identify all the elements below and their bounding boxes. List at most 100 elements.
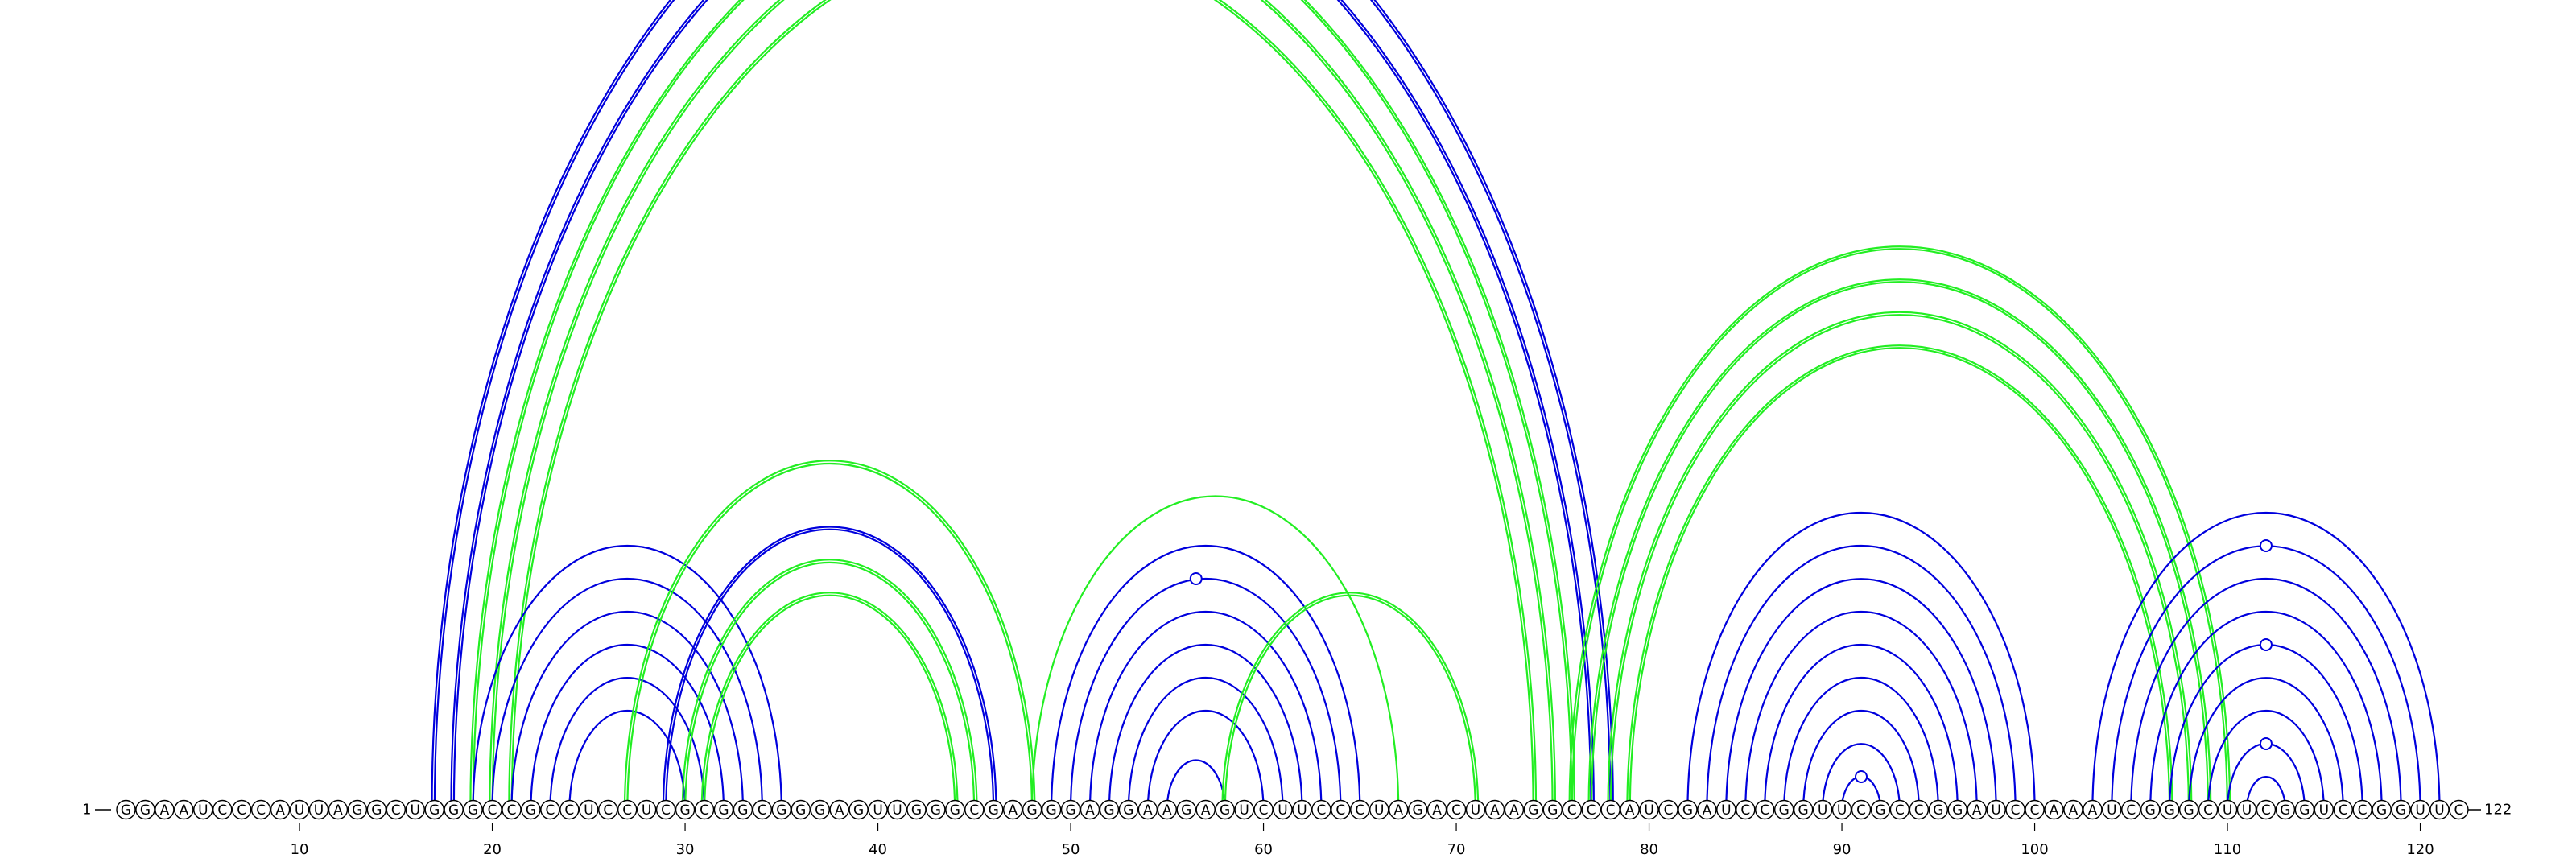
nucleotide-circle [1002, 799, 1023, 820]
base-pair-arc [489, 0, 1557, 811]
nucleotide-letter: C [256, 802, 266, 819]
nucleotide: G [675, 799, 696, 820]
nucleotide-letter: U [2223, 802, 2232, 819]
nucleotide-letter: G [815, 802, 825, 819]
nucleotide-letter: A [1509, 802, 1519, 819]
nucleotide-letter: G [1682, 802, 1693, 819]
nucleotide: C [1311, 799, 1331, 820]
nucleotide: G [116, 799, 136, 820]
nucleotide-letter: A [1085, 802, 1095, 819]
nucleotide-letter: G [2280, 802, 2290, 819]
nucleotide: U [405, 799, 425, 820]
base-pair-arc [1744, 610, 1978, 811]
nucleotide: C [1562, 799, 1582, 820]
nucleotide: U [1369, 799, 1389, 820]
nucleotide-letter: C [700, 802, 709, 819]
nucleotide-letter: U [1991, 802, 2000, 819]
base-pair-arc [700, 592, 959, 811]
nucleotide-circle [444, 799, 464, 820]
base-pair-arc-inner [452, 0, 1592, 811]
nucleotide: C [1909, 799, 1930, 820]
nucleotide: C [1253, 799, 1274, 820]
nucleotide-circle [308, 799, 329, 820]
nucleotide-circle [810, 799, 830, 820]
nucleotide-letter: G [526, 802, 536, 819]
base-pair-arc [1166, 759, 1226, 811]
nucleotide-circle [1060, 799, 1081, 820]
nucleotide-letter: C [545, 802, 555, 819]
nucleotide-letter: G [1798, 802, 1809, 819]
nucleotide-letter: C [2454, 802, 2464, 819]
nucleotide-circle [270, 799, 291, 820]
nucleotide: C [2005, 799, 2025, 820]
nucleotide: U [1292, 799, 1312, 820]
nucleotide-circle [386, 799, 406, 820]
nucleotide: U [1465, 799, 1486, 820]
nucleotide-letter: C [1567, 802, 1577, 819]
nucleotide-circle [559, 799, 580, 820]
base-pair-arc [1221, 592, 1480, 811]
nucleotide-letter: G [121, 802, 131, 819]
nucleotide: G [771, 799, 791, 820]
nucleotide-letter: U [1644, 802, 1653, 819]
nucleotide-letter: U [2242, 802, 2252, 819]
nucleotide: U [1986, 799, 2006, 820]
nucleotide: C [232, 799, 252, 820]
nucleotide-letter: A [1393, 802, 1403, 819]
nucleotide-circle [906, 799, 927, 820]
nucleotide: A [1504, 799, 1525, 820]
nucleotide-letter: A [1143, 802, 1153, 819]
nucleotide: A [174, 799, 194, 820]
nucleotide-circle [1581, 799, 1601, 820]
nucleotide-circle [655, 799, 676, 820]
nucleotide: C [2198, 799, 2219, 820]
nucleotide-circle [502, 799, 522, 820]
nucleotide: C [694, 799, 715, 820]
nucleotide-circle [1812, 799, 1833, 820]
nucleotide-letter: G [140, 802, 151, 819]
nucleotide: A [270, 799, 291, 820]
nucleotide: A [1080, 799, 1100, 820]
nucleotide-circle [1716, 799, 1736, 820]
nucleotide-letter: G [2299, 802, 2310, 819]
nucleotide-letter: G [950, 802, 960, 819]
position-tick-label: 90 [1833, 841, 1852, 858]
nucleotide-circle [1465, 799, 1486, 820]
nucleotide-letter: A [2050, 802, 2059, 819]
nucleotide: G [1793, 799, 1814, 820]
nucleotide-letter: G [2184, 802, 2194, 819]
nucleotide-circle [174, 799, 194, 820]
nucleotide: C [559, 799, 580, 820]
base-pair-arc-outer [662, 526, 997, 811]
nucleotide-letter: G [1220, 802, 1230, 819]
base-pair-arc-outer [450, 0, 1595, 811]
nucleotide: C [1446, 799, 1467, 820]
nucleotide: C [1350, 799, 1370, 820]
nucleotide-circle [1292, 799, 1312, 820]
loop-marker [2259, 737, 2273, 750]
base-pair-arc [1127, 676, 1284, 811]
nucleotide-letter: G [448, 802, 459, 819]
nucleotide-circle [2333, 799, 2353, 820]
nucleotide: C [655, 799, 676, 820]
nucleotide-letter: G [1104, 802, 1114, 819]
nucleotide-circle [1099, 799, 1120, 820]
base-pair-arc [1069, 577, 1342, 811]
nucleotide-circle [232, 799, 252, 820]
base-pair-arc-inner [510, 0, 1534, 811]
base-pair-arc [1051, 544, 1361, 811]
nucleotide: A [2083, 799, 2103, 820]
nucleotide: C [617, 799, 638, 820]
nucleotide: U [2314, 799, 2334, 820]
nucleotide-letter: A [1703, 802, 1712, 819]
nucleotide: A [1426, 799, 1447, 820]
nucleotide: A [2063, 799, 2083, 820]
nucleotide-circle [1350, 799, 1370, 820]
nucleotide: U [2102, 799, 2122, 820]
nucleotide: U [868, 799, 888, 820]
nucleotide-circle [1562, 799, 1582, 820]
nucleotide: G [1773, 799, 1794, 820]
nucleotide-letter: A [1162, 802, 1172, 819]
nucleotide: G [848, 799, 869, 820]
nucleotide-letter: A [1490, 802, 1500, 819]
